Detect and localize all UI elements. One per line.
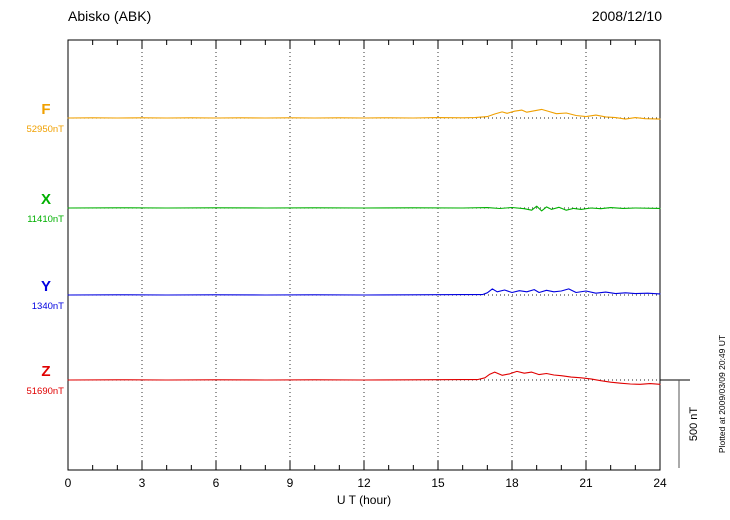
plot-date: 2008/12/10 [591,8,662,24]
series-baseline-value-Y: 1340nT [31,301,64,312]
x-tick-label-6: 6 [212,476,220,490]
trace-Z [67,370,661,385]
series-baseline-value-F: 52950nT [26,124,64,135]
x-tick-label-24: 24 [653,476,667,490]
series-baseline-value-Z: 51690nT [26,386,64,397]
x-tick-label-0: 0 [64,476,72,490]
trace-Y [67,288,661,296]
station-title: Abisko (ABK) [68,8,152,24]
x-tick-label-12: 12 [357,476,371,490]
series-label-Y: Y [40,278,52,295]
plotted-note: Plotted at 2009/03/09 20:49 UT [717,334,727,454]
x-axis-label: U T (hour) [336,493,392,507]
x-tick-label-15: 15 [431,476,445,490]
series-label-X: X [40,191,52,208]
trace-F [67,108,661,120]
series-label-Z: Z [41,363,51,380]
x-tick-label-18: 18 [505,476,519,490]
x-tick-label-21: 21 [579,476,593,490]
x-tick-label-3: 3 [138,476,146,490]
series-label-F: F [41,101,51,118]
trace-X [67,205,661,212]
scalebar-label: 500 nT [688,406,700,442]
x-tick-label-9: 9 [286,476,294,490]
series-baseline-value-X: 11410nT [27,214,64,225]
